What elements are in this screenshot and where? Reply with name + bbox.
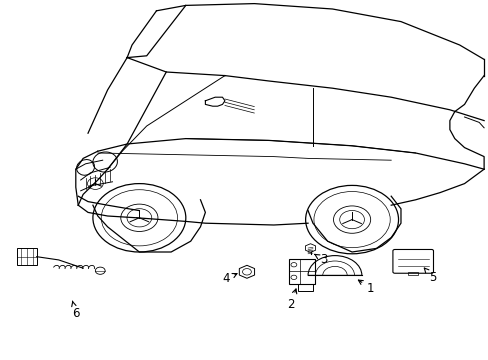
Text: 4: 4 (222, 273, 237, 285)
Text: 2: 2 (286, 289, 296, 311)
Text: 3: 3 (314, 253, 327, 266)
Bar (288, 259, 315, 284)
Bar (297, 284, 312, 291)
Text: 5: 5 (424, 268, 436, 284)
Text: 1: 1 (358, 280, 374, 294)
Bar (17, 248, 37, 265)
Bar (407, 272, 417, 275)
Text: 6: 6 (72, 301, 80, 320)
